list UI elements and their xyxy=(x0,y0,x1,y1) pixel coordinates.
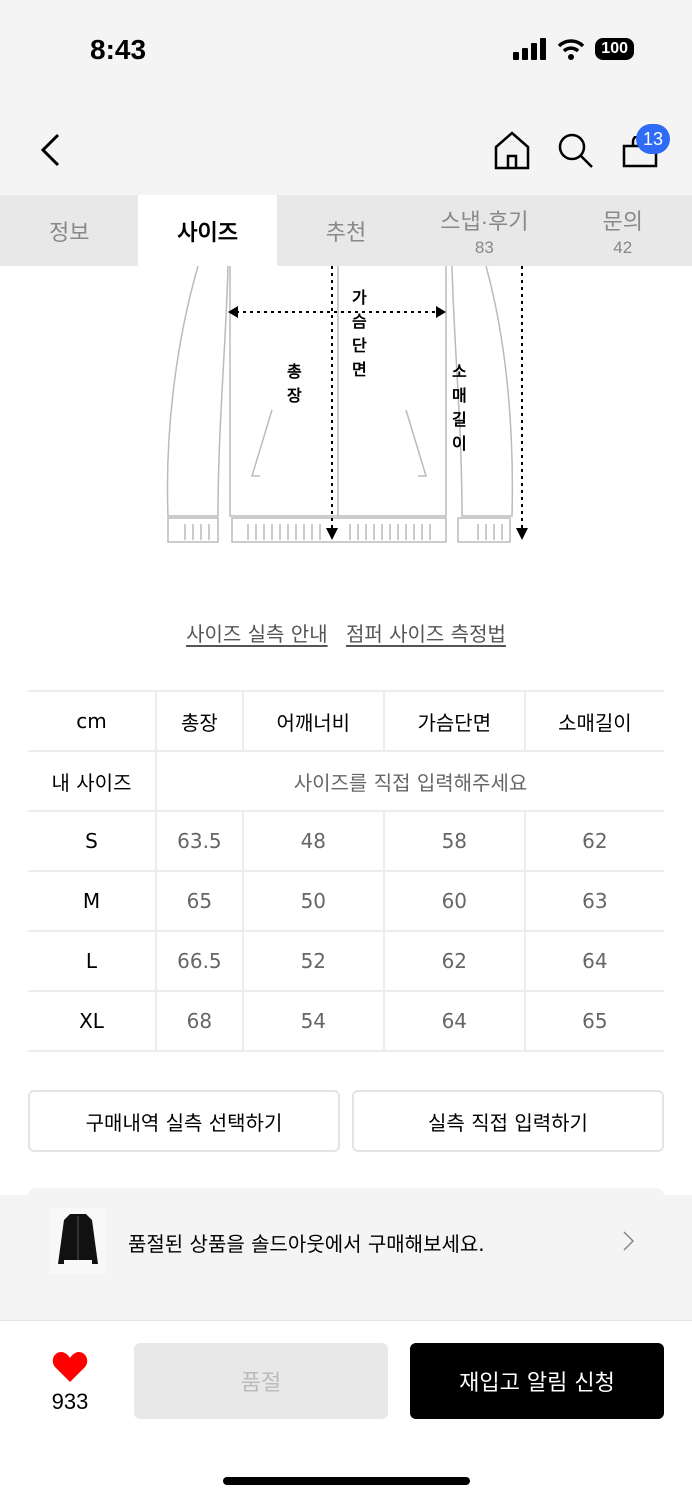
tab-reviews[interactable]: 스냅·후기 83 xyxy=(415,195,553,266)
value-cell: 60 xyxy=(382,870,526,932)
table-row: S 63.5 48 58 62 xyxy=(28,810,664,872)
size-cell: XL xyxy=(28,990,157,1052)
tab-label: 스냅·후기 xyxy=(440,208,529,234)
signal-icon xyxy=(513,38,547,60)
banner-text: 품절된 상품을 솔드아웃에서 구매해보세요. xyxy=(128,1232,485,1256)
value-cell: 62 xyxy=(523,810,664,872)
header-cell: cm xyxy=(28,690,157,752)
header-cell: 총장 xyxy=(155,690,244,752)
value-cell: 68 xyxy=(155,990,244,1052)
tab-label: 사이즈 xyxy=(177,219,238,245)
chest-label: 가슴단면 xyxy=(352,288,367,379)
value-cell: 63.5 xyxy=(155,810,244,872)
search-icon[interactable] xyxy=(557,132,595,170)
tab-size[interactable]: 사이즈 xyxy=(138,195,277,266)
value-cell: 66.5 xyxy=(155,930,244,992)
header-cell: 가슴단면 xyxy=(382,690,526,752)
home-indicator xyxy=(223,1477,470,1485)
header-cell: 어깨너비 xyxy=(241,690,385,752)
tab-info[interactable]: 정보 xyxy=(0,195,138,266)
tab-count: 42 xyxy=(613,237,633,257)
chevron-right-icon xyxy=(623,1231,635,1251)
back-icon[interactable] xyxy=(38,132,62,168)
value-cell: 50 xyxy=(241,870,385,932)
value-cell: 48 xyxy=(241,810,385,872)
value-cell: 64 xyxy=(382,990,526,1052)
bottom-action-bar: 933 품절 재입고 알림 신청 xyxy=(0,1320,692,1500)
table-row: L 66.5 52 62 64 xyxy=(28,930,664,992)
my-size-input[interactable]: 사이즈를 직접 입력해주세요 xyxy=(155,750,664,812)
size-cell: L xyxy=(28,930,157,992)
table-header-row: cm 총장 어깨너비 가슴단면 소매길이 xyxy=(28,690,664,752)
size-table: cm 총장 어깨너비 가슴단면 소매길이 내 사이즈 사이즈를 직접 입력해주세… xyxy=(28,690,664,1052)
value-cell: 52 xyxy=(241,930,385,992)
wifi-icon xyxy=(558,39,585,60)
product-thumbnail xyxy=(50,1208,106,1274)
tab-label: 추천 xyxy=(325,219,367,245)
length-label: 총장 xyxy=(287,362,302,405)
tab-label: 정보 xyxy=(48,219,90,245)
purchase-history-size-button[interactable]: 구매내역 실측 선택하기 xyxy=(28,1090,340,1152)
value-cell: 65 xyxy=(155,870,244,932)
value-cell: 58 xyxy=(382,810,526,872)
status-time: 8:43 xyxy=(90,34,147,65)
table-row: XL 68 54 64 65 xyxy=(28,990,664,1052)
top-nav xyxy=(0,100,692,195)
tab-label: 문의 xyxy=(602,208,643,234)
measure-arrows xyxy=(228,266,528,540)
cart-count-badge: 13 xyxy=(636,124,670,154)
size-cell: S xyxy=(28,810,157,872)
header-cell: 소매길이 xyxy=(523,690,664,752)
tab-count: 83 xyxy=(474,237,494,257)
my-size-label: 내 사이즈 xyxy=(28,750,157,812)
value-cell: 65 xyxy=(523,990,664,1052)
measure-method-link[interactable]: 점퍼 사이즈 측정법 xyxy=(345,622,506,646)
value-cell: 64 xyxy=(523,930,664,992)
like-count: 933 xyxy=(51,1389,89,1414)
value-cell: 54 xyxy=(241,990,385,1052)
value-cell: 63 xyxy=(523,870,664,932)
status-bar: 8:43 100 xyxy=(0,0,692,100)
soldout-button[interactable]: 품절 xyxy=(134,1343,388,1419)
tab-recommend[interactable]: 추천 xyxy=(277,195,415,266)
battery-indicator: 100 xyxy=(595,38,634,60)
jacket-outline xyxy=(166,266,514,543)
sleeve-label: 소매길이 xyxy=(452,362,467,453)
size-guide-link[interactable]: 사이즈 실측 안내 xyxy=(186,622,328,646)
size-cell: M xyxy=(28,870,157,932)
tab-inquiry[interactable]: 문의 42 xyxy=(554,195,692,266)
table-row: M 65 50 60 63 xyxy=(28,870,664,932)
restock-alert-button[interactable]: 재입고 알림 신청 xyxy=(410,1343,664,1419)
tab-bar: 정보 사이즈 추천 스냅·후기 83 문의 42 xyxy=(0,195,692,266)
soldout-banner[interactable]: 품절된 상품을 솔드아웃에서 구매해보세요. xyxy=(28,1188,664,1294)
value-cell: 62 xyxy=(382,930,526,992)
like-button[interactable]: 933 xyxy=(40,1351,100,1415)
direct-input-size-button[interactable]: 실측 직접 입력하기 xyxy=(352,1090,664,1152)
home-icon[interactable] xyxy=(493,130,531,170)
my-size-row: 내 사이즈 사이즈를 직접 입력해주세요 xyxy=(28,750,664,812)
heart-icon xyxy=(52,1352,88,1382)
